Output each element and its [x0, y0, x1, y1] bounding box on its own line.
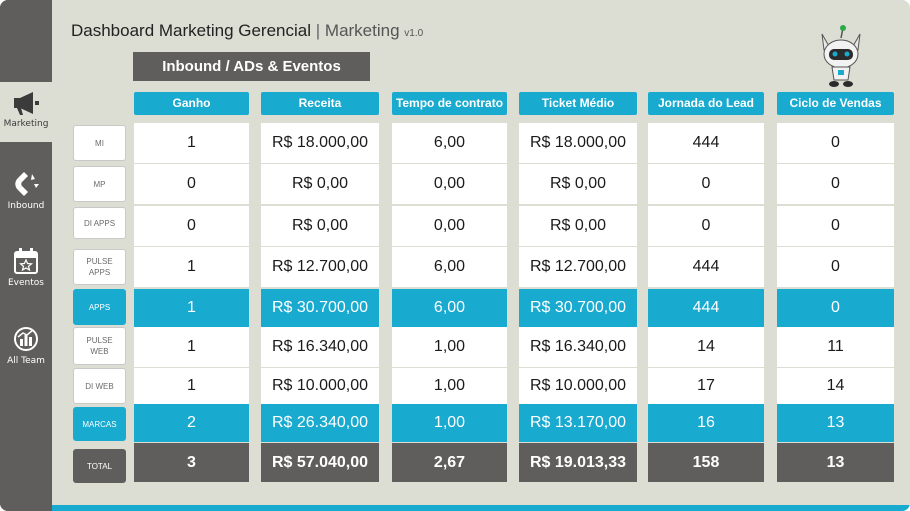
sidebar-item-all-team[interactable]: All Team	[0, 325, 52, 366]
table-cell: R$ 0,00	[519, 206, 637, 246]
table-cell: 6,00	[392, 289, 507, 327]
row-label-button[interactable]: PULSE APPS	[73, 249, 126, 285]
column-header-ganho: Ganho	[134, 92, 249, 115]
bottom-accent-bar	[52, 505, 910, 511]
sidebar-item-label: All Team	[7, 356, 45, 366]
sidebar-item-label: Inbound	[7, 201, 45, 211]
table-cell: 444	[648, 289, 764, 327]
calendar-star-icon	[14, 248, 38, 274]
table-cell: R$ 16.340,00	[261, 327, 379, 367]
table-cell: 1	[134, 368, 249, 404]
sidebar-active-bg	[0, 82, 52, 142]
table-cell: 1,00	[392, 327, 507, 367]
table-cell: 2	[134, 404, 249, 442]
table-cell: 0	[648, 164, 764, 204]
table-cell: 1	[134, 289, 249, 327]
column-header-ticket-medio: Ticket Médio	[519, 92, 637, 115]
table-cell: R$ 26.340,00	[261, 404, 379, 442]
row-label-button[interactable]: MP	[73, 166, 126, 202]
column-header-tempo-de-contrato: Tempo de contrato	[392, 92, 507, 115]
table-cell: 2,67	[392, 443, 507, 482]
table-cell: R$ 0,00	[261, 206, 379, 246]
sidebar-item-inbound[interactable]: Inbound	[0, 170, 52, 211]
table-cell: R$ 12.700,00	[261, 247, 379, 287]
table-cell: 11	[777, 327, 894, 367]
table-cell: 16	[648, 404, 764, 442]
title-subtitle: Marketing	[324, 21, 400, 40]
table-cell: 0	[777, 123, 894, 163]
table-cell: R$ 16.340,00	[519, 327, 637, 367]
sidebar: Marketing Inbound Eventos	[0, 0, 52, 511]
table-cell: R$ 10.000,00	[519, 368, 637, 404]
title-main: Dashboard Marketing Gerencial	[71, 21, 312, 40]
sidebar-item-marketing[interactable]: Marketing	[0, 90, 52, 129]
table-cell: R$ 0,00	[261, 164, 379, 204]
row-label-button[interactable]: PULSE WEB	[73, 327, 126, 365]
row-label-button[interactable]: APPS	[73, 289, 126, 325]
table-cell: R$ 13.170,00	[519, 404, 637, 442]
table-cell: R$ 10.000,00	[261, 368, 379, 404]
sidebar-item-eventos[interactable]: Eventos	[0, 247, 52, 288]
table-cell: 0	[777, 289, 894, 327]
page-title: Dashboard Marketing Gerencial | Marketin…	[71, 21, 423, 41]
sidebar-item-label: Marketing	[3, 119, 49, 129]
table-cell: R$ 18.000,00	[261, 123, 379, 163]
column-header-jornada-do-lead: Jornada do Lead	[648, 92, 764, 115]
row-label-button[interactable]: MI	[73, 125, 126, 161]
table-cell: 0	[777, 206, 894, 246]
sidebar-item-label: Eventos	[8, 278, 44, 288]
table-cell: 14	[648, 327, 764, 367]
table-cell: 13	[777, 443, 894, 482]
table-cell: 1,00	[392, 404, 507, 442]
table-cell: 13	[777, 404, 894, 442]
table-cell: R$ 57.040,00	[261, 443, 379, 482]
table-cell: R$ 18.000,00	[519, 123, 637, 163]
row-label-button[interactable]: DI WEB	[73, 368, 126, 404]
section-button-inbound-ads-eventos[interactable]: Inbound / ADs & Eventos	[133, 52, 370, 81]
row-label-button[interactable]: MARCAS	[73, 407, 126, 441]
column-header-receita: Receita	[261, 92, 379, 115]
table-cell: 1	[134, 327, 249, 367]
table-cell: 0	[777, 164, 894, 204]
row-label-button[interactable]: TOTAL	[73, 449, 126, 483]
table-cell: 14	[777, 368, 894, 404]
table-cell: 0	[648, 206, 764, 246]
title-separator: |	[315, 21, 321, 40]
table-cell: R$ 30.700,00	[519, 289, 637, 327]
table-cell: 17	[648, 368, 764, 404]
table-cell: 1,00	[392, 368, 507, 404]
table-cell: 1	[134, 123, 249, 163]
table-cell: 6,00	[392, 123, 507, 163]
table-cell: 1	[134, 247, 249, 287]
table-cell: 0	[134, 206, 249, 246]
table-cell: 0	[134, 164, 249, 204]
robot-mascot-icon	[821, 25, 861, 87]
table-cell: R$ 0,00	[519, 164, 637, 204]
table-cell: 0,00	[392, 164, 507, 204]
table-cell: 6,00	[392, 247, 507, 287]
table-cell: R$ 12.700,00	[519, 247, 637, 287]
table-cell: R$ 30.700,00	[261, 289, 379, 327]
table-cell: 0	[777, 247, 894, 287]
title-version: v1.0	[404, 28, 424, 39]
table-cell: 0,00	[392, 206, 507, 246]
table-cell: R$ 19.013,33	[519, 443, 637, 482]
megaphone-icon	[14, 92, 39, 115]
table-cell: 444	[648, 123, 764, 163]
magnet-icon	[15, 172, 39, 196]
table-cell: 3	[134, 443, 249, 482]
table-cell: 444	[648, 247, 764, 287]
team-chart-icon	[14, 327, 38, 351]
row-label-button[interactable]: DI APPS	[73, 207, 126, 239]
table-cell: 158	[648, 443, 764, 482]
column-header-ciclo-de-vendas: Ciclo de Vendas	[777, 92, 894, 115]
